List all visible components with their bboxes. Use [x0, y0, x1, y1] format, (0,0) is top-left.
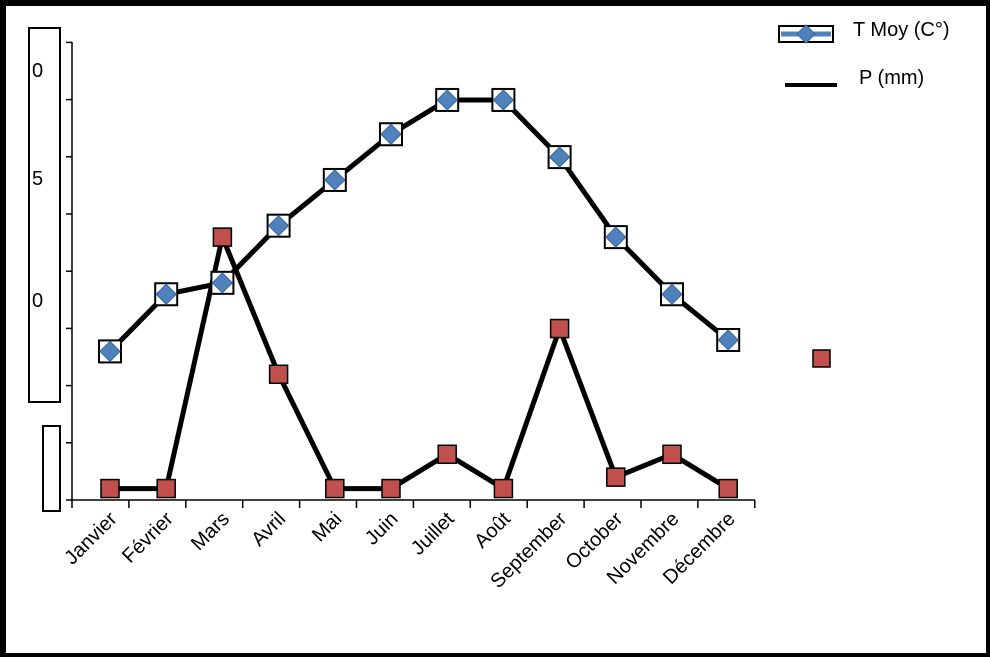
precipitation-square-marker [212, 227, 233, 247]
y-tick-label: 0 [32, 290, 43, 312]
precipitation-square-marker [606, 467, 626, 487]
temperature-point [491, 87, 516, 112]
precipitation-markers [100, 227, 738, 499]
series-line-precipitation [110, 234, 730, 492]
temperature-point [210, 270, 235, 295]
temperature-point [603, 225, 628, 250]
precipitation-square-marker [156, 478, 176, 499]
precipitation-square-marker [493, 478, 514, 499]
x-category-label: Juillet [407, 508, 459, 560]
y-ticks [66, 41, 72, 501]
temperature-point [660, 282, 684, 307]
temperature-point [266, 213, 291, 238]
precipitation-square-marker [549, 318, 570, 339]
precipitation-square-marker [268, 364, 289, 385]
x-category-label: Mai [308, 508, 346, 546]
precipitation-square-marker [437, 444, 457, 465]
temperature-diamond-marker [436, 89, 458, 111]
x-ticks [71, 500, 756, 508]
legend-precip-label: P (mm) [859, 67, 924, 89]
temperature-diamond-marker [155, 283, 177, 305]
precipitation-square-marker [718, 478, 738, 499]
x-category-label: Avril [247, 508, 290, 551]
temperature-diamond-marker [661, 283, 683, 305]
temperature-point [154, 282, 179, 307]
temperature-point [379, 122, 403, 147]
temperature-diamond-marker [99, 340, 121, 363]
temperature-diamond-marker [324, 169, 346, 191]
x-category-label: Janvier [60, 508, 121, 569]
temperature-point [98, 339, 122, 364]
temperature-diamond-marker [717, 329, 739, 351]
legend-temp-diamond-icon [796, 24, 816, 44]
temperature-point [435, 87, 460, 112]
temperature-markers [98, 87, 741, 364]
stray-precip-square-marker [812, 349, 831, 368]
temperature-diamond-marker [267, 214, 290, 237]
temperature-diamond-marker [605, 226, 627, 248]
x-category-label: Août [470, 508, 515, 553]
legend-temp-label: T Moy (C°) [853, 19, 950, 41]
x-category-label: Juin [361, 508, 403, 550]
x-category-label: Mars [187, 508, 234, 555]
temperature-point [547, 145, 572, 170]
left-label-box-lower [42, 425, 61, 512]
legend: T Moy (C°) P (mm) [778, 19, 950, 368]
y-tick-label: 0 [32, 60, 43, 82]
temperature-diamond-marker [211, 272, 234, 294]
temperature-diamond-marker [492, 89, 515, 111]
precipitation-square-marker [662, 444, 682, 465]
precipitation-square-marker [325, 478, 345, 499]
temperature-point [716, 327, 741, 352]
precipitation-square-marker [100, 478, 120, 499]
precipitation-square-marker [381, 478, 401, 499]
temperature-diamond-marker [380, 123, 402, 145]
x-category-label: Février [118, 508, 178, 568]
left-label-box-upper [28, 27, 61, 403]
temperature-diamond-marker [548, 146, 571, 168]
temperature-point [322, 167, 347, 192]
y-tick-label: 5 [32, 168, 43, 190]
